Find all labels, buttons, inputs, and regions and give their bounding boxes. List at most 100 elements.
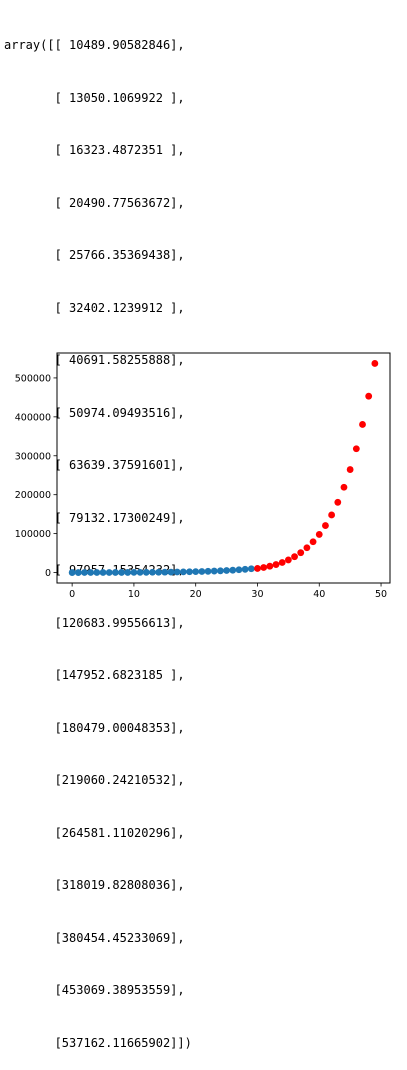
scatter-point <box>315 531 323 538</box>
array-row: [ 25766.35369438], <box>54 248 185 262</box>
array-row: [ 79132.17300249], <box>54 510 185 525</box>
output-line: [ 20490.77563672], <box>4 195 192 213</box>
x-tick-label: 30 <box>251 589 263 599</box>
output-line: [ 13050.1069922 ], <box>4 90 192 108</box>
array-row: [380454.45233069], <box>54 930 185 945</box>
scatter-point <box>346 466 354 473</box>
scatter-point <box>111 569 119 576</box>
scatter-plot: 0 10 20 30 40 50 0 100000 200000 300000 400000 500… <box>0 345 407 600</box>
x-tick-label: 0 <box>69 589 75 599</box>
scatter-point <box>247 565 255 573</box>
scatter-point <box>309 538 317 546</box>
scatter-point <box>334 498 342 506</box>
output-line: [ 25766.35369438], <box>4 247 192 265</box>
array-row: [ 16323.4872351 ], <box>54 143 185 157</box>
output-line: [380454.45233069], <box>4 930 192 948</box>
x-tick-label: 20 <box>190 589 202 599</box>
scatter-point <box>297 549 305 557</box>
scatter-point <box>124 569 132 576</box>
scatter-point <box>130 568 138 576</box>
scatter-point <box>93 569 101 576</box>
y-tick-label: 0 <box>45 568 51 579</box>
scatter-point <box>223 567 230 574</box>
scatter-point <box>359 421 366 428</box>
scatter-point <box>371 360 379 367</box>
x-axis: 0 10 20 30 40 50 <box>69 583 387 600</box>
scatter-point <box>278 559 286 566</box>
y-axis: 0 100000 200000 300000 400000 500000 <box>15 373 57 579</box>
array-row: [ 10489.90582846], <box>54 38 185 52</box>
output-line: [537162.11665902]]) <box>4 1035 192 1053</box>
output-line: [ 50974.09493516], <box>4 405 192 423</box>
scatter-point <box>118 569 125 576</box>
scatter-point <box>161 568 169 576</box>
scatter-point <box>99 569 107 576</box>
y-tick-label: 300000 <box>15 451 51 462</box>
scatter-point <box>241 565 249 573</box>
scatter-point <box>340 483 348 491</box>
output-line: [264581.11020296], <box>4 825 192 843</box>
y-tick-label: 100000 <box>15 529 51 540</box>
output-line: [147952.6823185 ], <box>4 667 192 685</box>
output-line: array([[ 10489.90582846], <box>4 37 192 55</box>
array-suffix: ]) <box>177 1035 192 1050</box>
array-row: [ 20490.77563672], <box>54 195 185 210</box>
output-line: [453069.38953559], <box>4 982 192 1000</box>
scatter-point <box>68 569 76 576</box>
scatter-point <box>142 568 150 576</box>
array-prefix: array([ <box>4 38 55 52</box>
x-tick-label: 50 <box>375 589 387 599</box>
array-row: [ 40691.58255888], <box>54 353 185 367</box>
scatter-point <box>260 564 268 571</box>
scatter-point <box>87 569 95 576</box>
output-line: [ 79132.17300249], <box>4 510 192 528</box>
scatter-point <box>352 445 360 453</box>
output-line: [ 63639.37591601], <box>4 457 192 475</box>
array-row: [147952.6823185 ], <box>54 668 185 682</box>
scatter-point <box>149 568 156 576</box>
output-line: [ 40691.58255888], <box>4 352 192 370</box>
array-row: [219060.24210532], <box>54 773 185 787</box>
output-line: [ 32402.1239912 ], <box>4 300 192 318</box>
array-row: [453069.38953559], <box>54 983 185 997</box>
chart-marks <box>68 360 379 576</box>
scatter-point <box>179 568 187 576</box>
array-row: [ 13050.1069922 ], <box>54 90 185 105</box>
array-row: [180479.00048353], <box>54 720 185 735</box>
array-row: [264581.11020296], <box>54 825 185 840</box>
scatter-point <box>284 556 292 564</box>
scatter-chart-svg: 0 10 20 30 40 50 0 100000 200000 300000 400000 500… <box>15 352 391 600</box>
array-row: [ 50974.09493516], <box>54 405 185 420</box>
plot-frame <box>56 352 391 584</box>
array-row: [537162.11665902] <box>54 1035 178 1050</box>
array-row: [318019.82808036], <box>54 878 185 892</box>
scatter-point <box>173 568 181 576</box>
y-tick-label: 200000 <box>15 490 51 501</box>
scatter-point <box>328 511 336 519</box>
scatter-point <box>155 568 163 576</box>
scatter-point <box>186 568 193 576</box>
scatter-point <box>192 568 200 576</box>
scatter-point <box>254 565 261 572</box>
output-line: [120683.99556613], <box>4 615 192 633</box>
x-tick-label: 40 <box>313 589 325 599</box>
x-tick-label: 10 <box>128 589 140 599</box>
y-tick-label: 500000 <box>15 373 51 384</box>
scatter-point <box>291 553 298 561</box>
scatter-point <box>266 562 274 570</box>
scatter-point <box>365 392 373 400</box>
output-line: [ 16323.4872351 ], <box>4 142 192 160</box>
output-line: [180479.00048353], <box>4 720 192 738</box>
output-line: [219060.24210532], <box>4 772 192 790</box>
scatter-point <box>74 569 82 576</box>
scatter-point <box>235 566 243 574</box>
scatter-point <box>198 568 206 575</box>
array-row: [ 32402.1239912 ], <box>54 300 185 315</box>
y-tick-label: 400000 <box>15 412 51 423</box>
scatter-point <box>136 568 144 576</box>
scatter-point <box>81 569 88 576</box>
scatter-point <box>210 567 218 575</box>
scatter-point <box>167 568 175 576</box>
scatter-point <box>322 522 329 529</box>
output-line: [318019.82808036], <box>4 877 192 895</box>
